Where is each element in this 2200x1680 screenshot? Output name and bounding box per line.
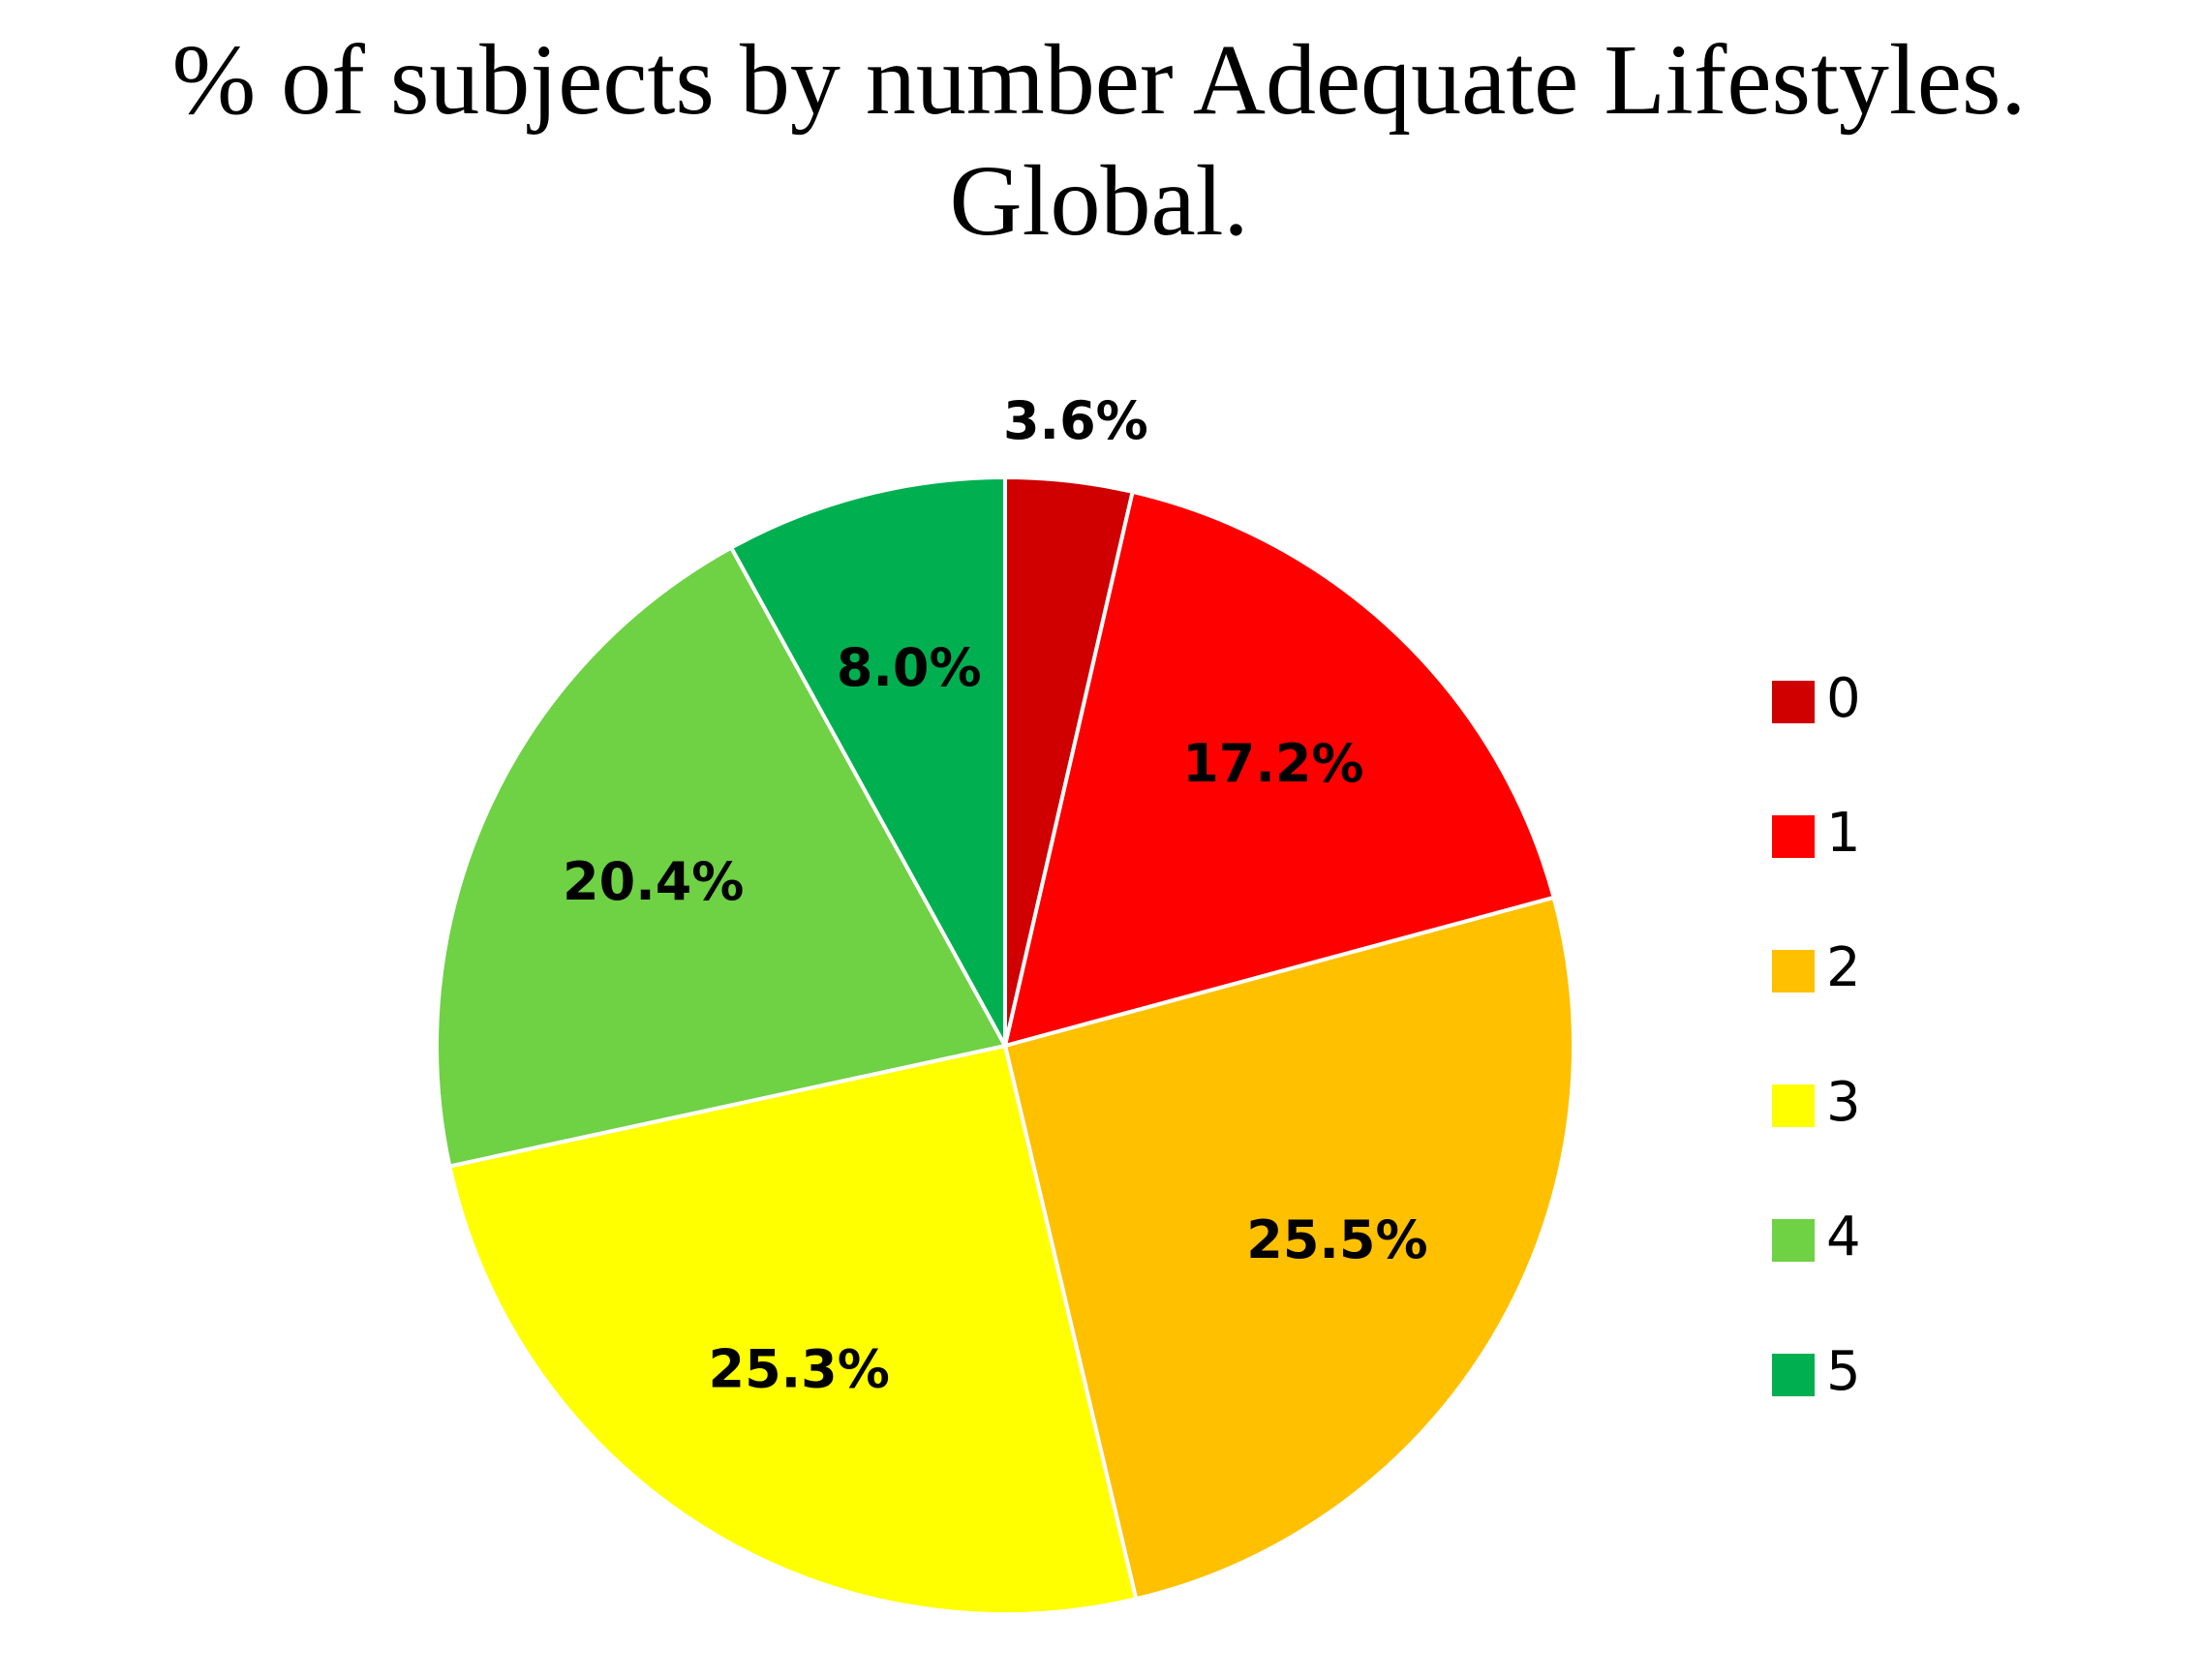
- data-label: 17.2%: [1182, 733, 1363, 794]
- data-label: 25.5%: [1246, 1209, 1427, 1270]
- pie-slice: [728, 474, 1007, 1047]
- legend-swatch: [1772, 1354, 1815, 1396]
- legend-label: 3: [1826, 1071, 1861, 1134]
- data-label: 3.6%: [1003, 390, 1148, 451]
- legend-swatch: [1772, 950, 1815, 993]
- pie-slice: [435, 544, 1009, 1169]
- legend-label: 0: [1826, 667, 1861, 730]
- legend-swatch: [1772, 1084, 1815, 1127]
- chart-title: % of subjects by number Adequate Lifesty…: [171, 24, 2027, 257]
- legend-label: 1: [1826, 802, 1861, 865]
- legend-swatch: [1772, 1219, 1815, 1262]
- legend-label: 4: [1826, 1206, 1861, 1268]
- legend-swatch: [1772, 815, 1815, 858]
- legend-swatch: [1772, 681, 1815, 723]
- pie-slice: [1002, 489, 1557, 1049]
- pie-slice: [446, 1043, 1139, 1616]
- data-label: 8.0%: [837, 637, 982, 698]
- legend-label: 2: [1826, 936, 1861, 999]
- data-label: 20.4%: [563, 851, 744, 912]
- pie-slice: [1002, 895, 1575, 1602]
- legend-label: 5: [1826, 1340, 1861, 1403]
- data-label: 25.3%: [709, 1338, 890, 1399]
